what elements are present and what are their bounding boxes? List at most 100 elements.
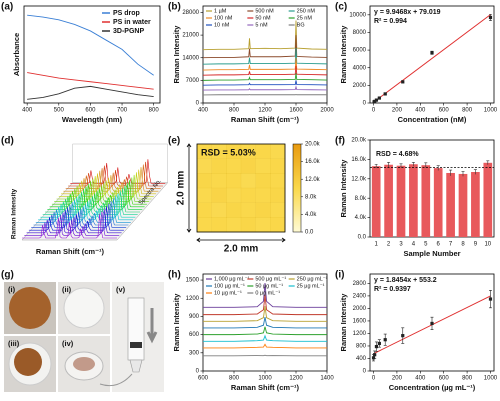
legend-label: 10 nM	[214, 22, 230, 28]
series-line	[203, 306, 327, 322]
photo-iii-disk	[14, 348, 42, 376]
annotation: y = 9.9468x + 79.019	[374, 9, 441, 16]
spectrum	[31, 203, 127, 228]
y-dimension-label: 2.0 mm	[176, 171, 187, 206]
x-axis-label: Wavelength (nm)	[62, 115, 123, 124]
spectrum	[61, 169, 157, 195]
y-tick-label: 10000	[349, 12, 366, 18]
heat-cell	[196, 158, 213, 174]
fit-line	[373, 14, 491, 103]
y-axis-label: Raman Intensity	[11, 189, 18, 240]
panel-label: (g)	[1, 270, 14, 281]
annotation: y = 1.8454x + 553.2	[374, 277, 437, 284]
heat-cell	[226, 187, 242, 204]
heat-cell	[270, 158, 286, 174]
data-point	[374, 98, 379, 102]
data-point	[401, 334, 405, 338]
data-point	[377, 341, 381, 346]
syringe-plunger	[130, 342, 142, 348]
panel-label: (a)	[1, 2, 13, 13]
legend-label: 250 nM	[297, 8, 316, 14]
y-tick-label: 4.0k	[355, 215, 367, 221]
plot-frame	[369, 5, 495, 104]
y-tick-label: 600	[189, 332, 200, 338]
y-axis-label: Raman Intensity	[339, 25, 348, 84]
photo-i-disk	[9, 287, 51, 329]
spectrum	[38, 195, 134, 221]
series-line	[27, 14, 154, 76]
legend-label: 1 µM	[214, 8, 227, 14]
legend-label: 50 nM	[255, 15, 271, 21]
y-tick-label: 0.0	[358, 235, 367, 241]
colorbar-tick-label: 20.0k	[305, 142, 321, 148]
x-axis-label: Sample Number	[403, 249, 460, 258]
bar	[433, 168, 443, 237]
heat-cell	[226, 202, 242, 218]
series-line	[27, 72, 154, 90]
annotation: R² = 0.994	[374, 18, 407, 25]
x-tick-label: 9	[474, 242, 478, 248]
bar	[471, 172, 480, 237]
spectrum	[24, 211, 120, 236]
bar	[421, 165, 431, 237]
error-bar	[449, 169, 453, 176]
dimension-arrow	[186, 143, 192, 233]
spectrum	[54, 177, 150, 202]
heat-cell	[211, 158, 227, 174]
x-tick-label: 500	[54, 108, 65, 114]
series-line	[202, 48, 328, 65]
error-bar	[461, 171, 465, 177]
heat-cell	[226, 217, 242, 233]
y-tick-label: 2000	[353, 306, 367, 312]
error-bar	[399, 163, 403, 168]
heat-cell	[270, 217, 286, 233]
legend-label: 500 nM	[255, 8, 274, 14]
error-bar	[486, 160, 490, 165]
photo-label: (ii)	[62, 285, 72, 294]
spectrum	[49, 182, 145, 208]
y-tick-label: 1500	[186, 278, 200, 284]
y-tick-label: 8000	[353, 30, 367, 36]
x-tick-label: 4	[412, 242, 416, 248]
heat-cell	[196, 187, 213, 204]
spectrum	[58, 172, 154, 197]
heat-cell	[255, 158, 271, 174]
x-tick-label: 200	[392, 108, 403, 114]
syringe-barrel	[127, 297, 145, 361]
x-tick-label: 2000	[320, 108, 334, 114]
spectrum	[33, 200, 129, 226]
x-tick-label: 2	[387, 242, 391, 248]
heat-cell	[240, 158, 257, 174]
y-tick-label: 6000	[353, 48, 367, 54]
series-line	[203, 326, 327, 336]
y-tick-label: 2000	[353, 83, 367, 89]
spectrum	[56, 174, 152, 200]
spectrum	[22, 213, 117, 239]
heat-cell	[211, 202, 227, 218]
x-tick-label: 3	[399, 242, 403, 248]
heat-cell	[270, 187, 286, 204]
heat-cell	[196, 217, 213, 233]
panel-label: (c)	[335, 2, 347, 13]
data-point	[430, 321, 434, 326]
y-tick-label: 1200	[353, 331, 367, 337]
spectrum	[42, 190, 138, 215]
series-line	[27, 85, 154, 100]
connector-arrow	[99, 373, 133, 387]
heat-cell	[226, 158, 242, 174]
data-point	[488, 15, 493, 20]
photo-label: (iv)	[62, 339, 74, 348]
y-tick-label: 0	[363, 369, 367, 375]
x-tick-label: 800	[149, 108, 160, 114]
bar	[396, 165, 406, 237]
colorbar	[292, 143, 302, 233]
bar	[483, 162, 493, 237]
x-tick-label: 1600	[289, 108, 303, 114]
heat-cell	[270, 173, 286, 189]
bar	[371, 166, 381, 237]
heat-cell	[196, 202, 213, 218]
y-tick-label: 300	[189, 350, 200, 356]
x-tick-label: 1000	[484, 376, 498, 382]
series-line	[202, 35, 328, 59]
error-bar	[411, 162, 415, 167]
